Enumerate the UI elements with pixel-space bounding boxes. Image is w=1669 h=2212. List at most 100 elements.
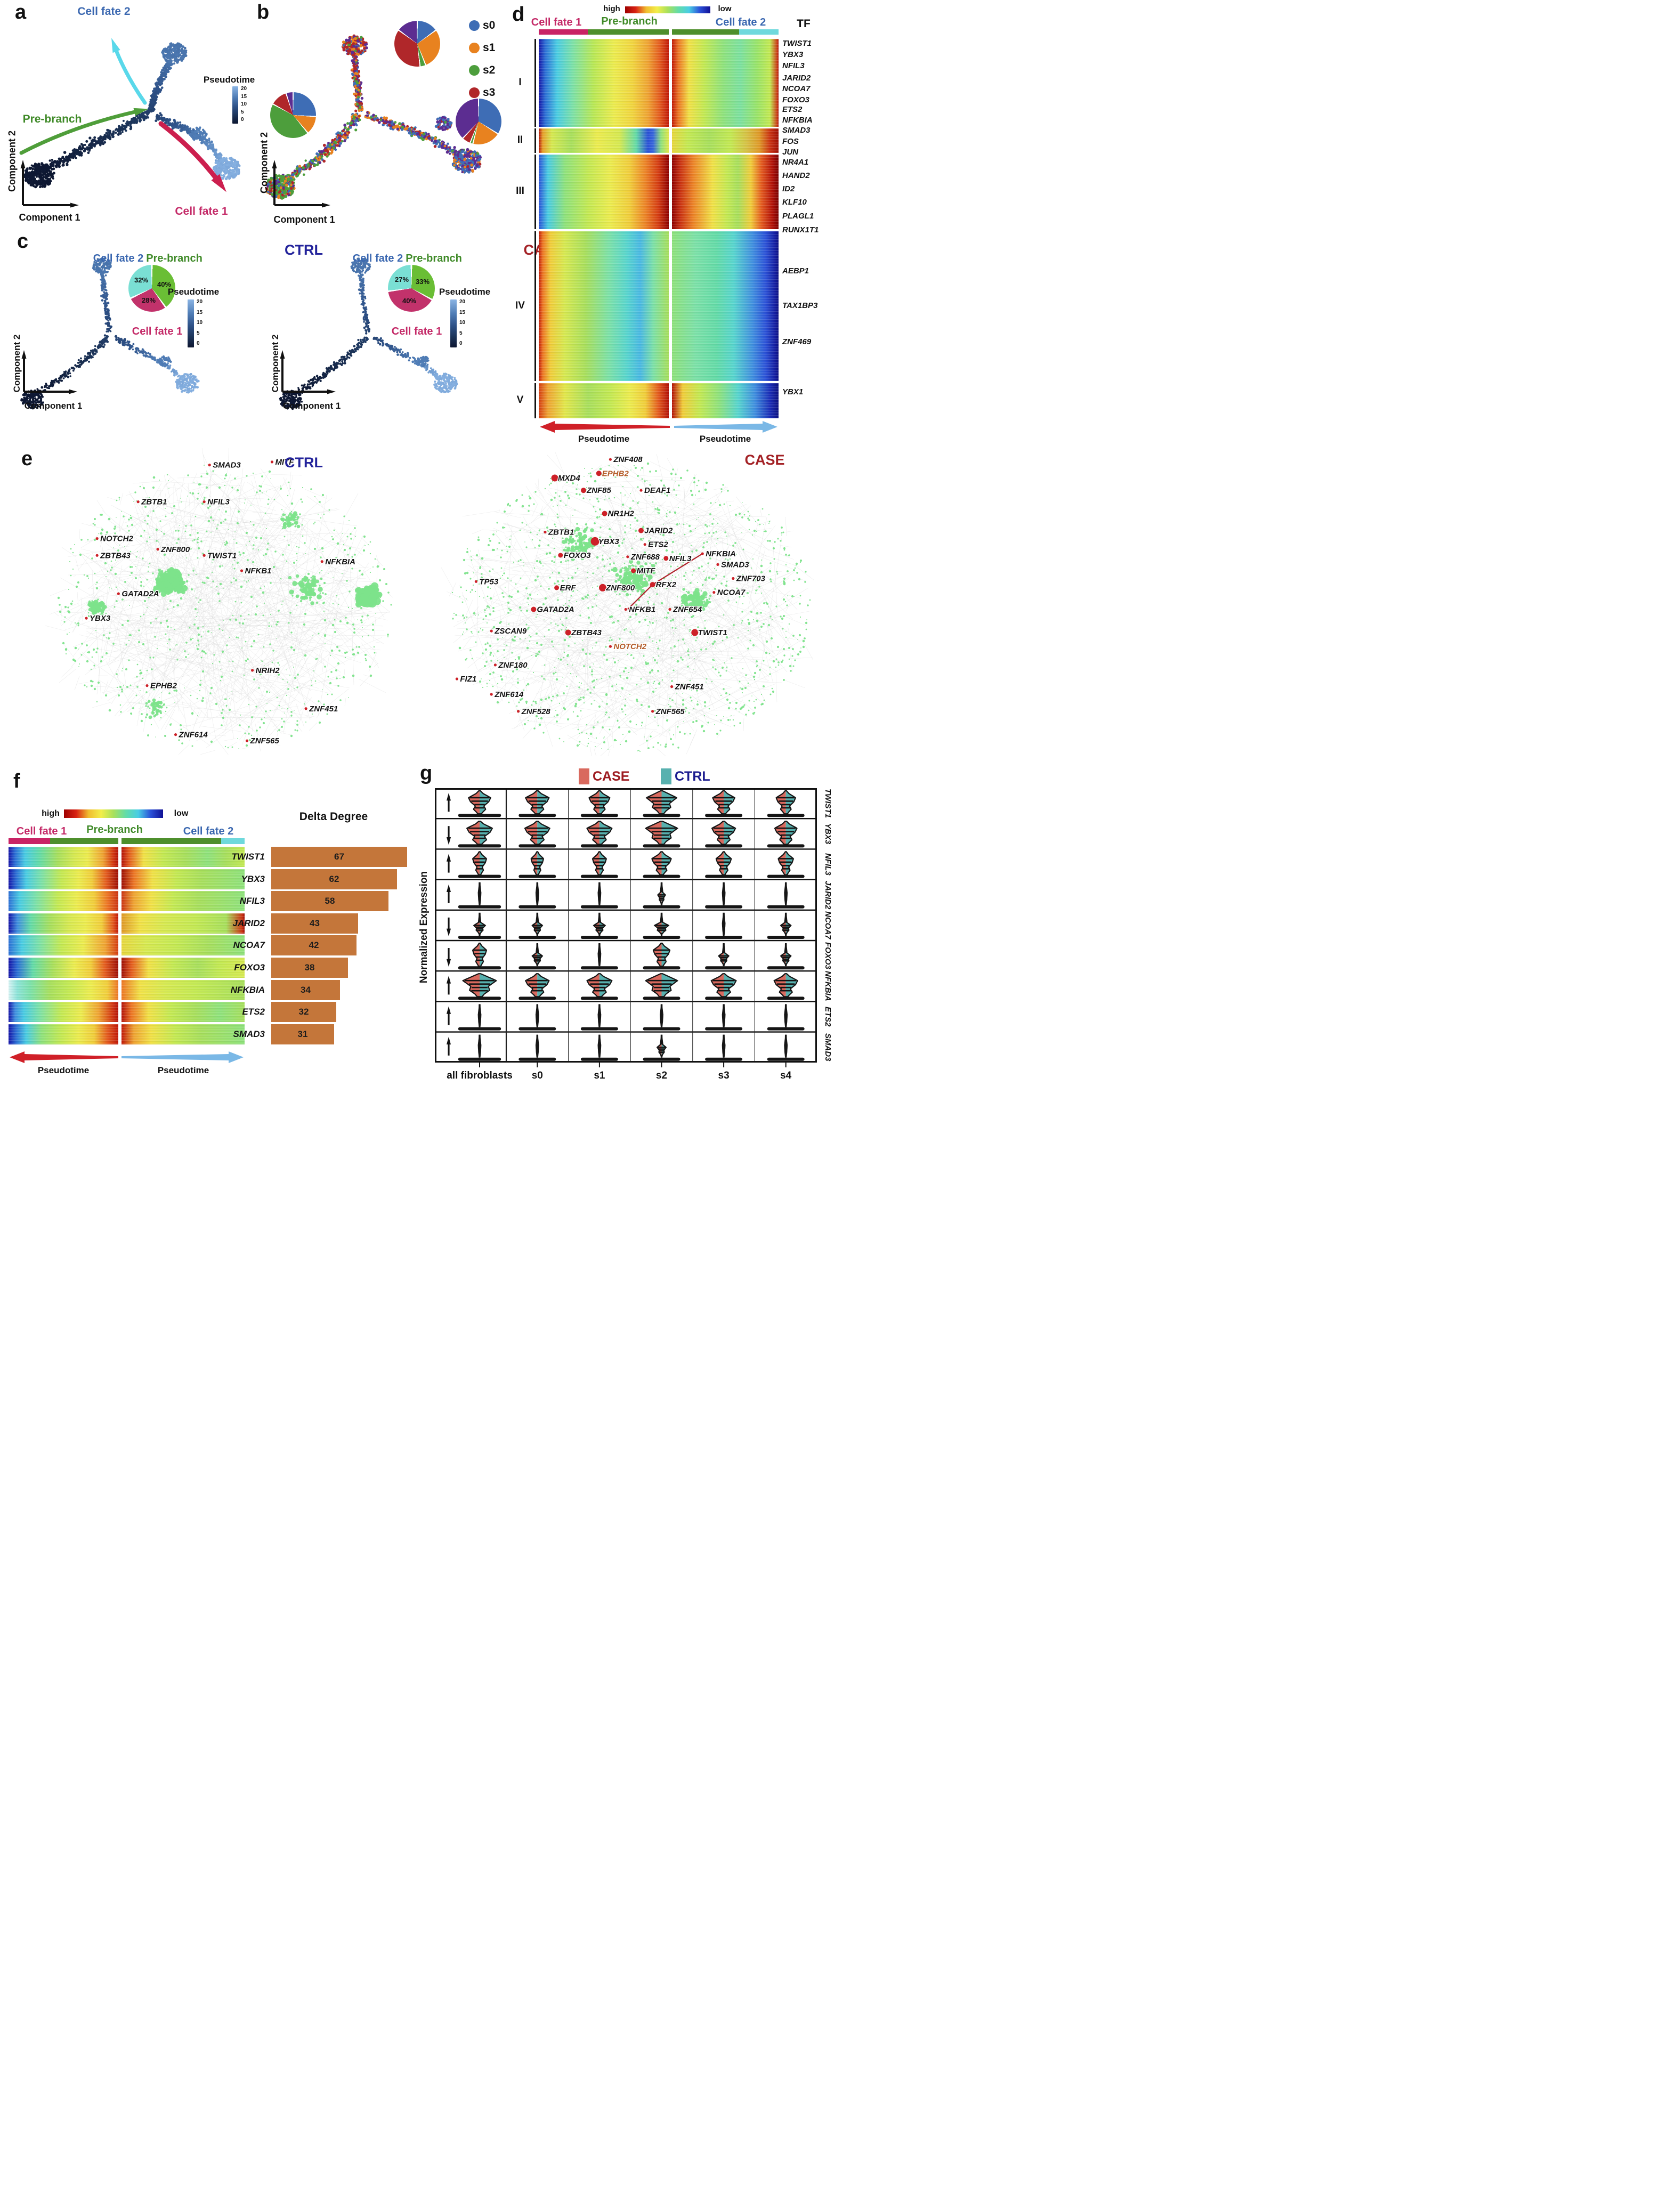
cell-fate-1-strip bbox=[9, 838, 50, 844]
violin-row-NFKBIA bbox=[446, 973, 805, 1000]
delta-degree-bar-NFKBIA: 34 bbox=[271, 979, 340, 1000]
tf-label-HAND2: HAND2 bbox=[782, 171, 810, 180]
gene-node-ERF: ERF bbox=[560, 584, 577, 593]
heatmap-section-3-left bbox=[539, 155, 669, 229]
pre-branch-label: Pre-branch bbox=[146, 253, 202, 264]
gene-node-JARID2: JARID2 bbox=[644, 526, 673, 536]
gene-label-NFKBIA: NFKBIA bbox=[230, 984, 265, 995]
gene-node-FIZ1: FIZ1 bbox=[460, 675, 476, 684]
cell-fate-1-branch-pie bbox=[456, 99, 501, 144]
cell-fate-1-pct: 28% bbox=[141, 296, 156, 304]
gene-node-MITF: MITF bbox=[637, 566, 656, 576]
heatmap-row-NCOA7-right bbox=[121, 935, 245, 956]
gene-node-ETS2: ETS2 bbox=[648, 540, 668, 549]
heatmap-row-SMAD3-right bbox=[121, 1024, 245, 1044]
legend-swatch-s2 bbox=[469, 65, 480, 76]
cell-fate-2-pct: 32% bbox=[134, 276, 149, 284]
heatmap-section-5-right bbox=[672, 383, 779, 418]
tf-label-ETS2: ETS2 bbox=[782, 105, 803, 114]
violin-base bbox=[580, 936, 618, 939]
delta-degree-value: 67 bbox=[334, 852, 344, 862]
delta-degree-bar-NFIL3: 58 bbox=[271, 891, 388, 912]
violin-row-YBX3 bbox=[446, 821, 805, 848]
violin-base bbox=[643, 966, 680, 970]
scale-high-label: high bbox=[603, 4, 620, 13]
violin-base bbox=[518, 905, 556, 909]
panel-c: c CTRL Cell fate 2 Pre-branch Cell fate … bbox=[0, 229, 834, 442]
gene-row-label-ETS2: ETS2 bbox=[823, 1007, 832, 1027]
delta-degree-bar-YBX3: 62 bbox=[271, 869, 397, 889]
violin-base bbox=[705, 814, 743, 817]
colorbar-tick: 5 bbox=[241, 109, 244, 115]
colorbar-tick: 5 bbox=[459, 330, 463, 336]
violin-base bbox=[705, 966, 743, 970]
heatmap-row-YBX3-left bbox=[9, 869, 118, 889]
legend-swatch-s0 bbox=[469, 20, 480, 31]
gene-node-SMAD3: SMAD3 bbox=[721, 560, 749, 569]
tf-label-YBX1: YBX1 bbox=[782, 387, 804, 396]
gene-node-ZNF565: ZNF565 bbox=[250, 736, 280, 746]
legend-label-s2: s2 bbox=[483, 64, 496, 76]
delta-degree-bar-FOXO3: 38 bbox=[271, 958, 348, 978]
colorbar-gradient bbox=[188, 299, 194, 347]
network-labels: SMAD3 MITF ZBTB1 NFIL3 NOTCH2 ZBTB43 ZNF800 TWI… bbox=[85, 457, 356, 747]
colorbar-tick: 15 bbox=[459, 309, 466, 315]
gene-node-EPHB2: EPHB2 bbox=[150, 682, 177, 691]
pseudotime-left-label: Pseudotime bbox=[578, 434, 630, 444]
tf-label-YBX3: YBX3 bbox=[782, 50, 804, 59]
colorbar-tick: 10 bbox=[197, 320, 203, 326]
colorbar-tick: 10 bbox=[241, 101, 247, 107]
gene-node-NCOA7: NCOA7 bbox=[717, 588, 746, 597]
gene-node-NFKB1: NFKB1 bbox=[245, 566, 272, 576]
x-axis-label: Component 1 bbox=[19, 212, 80, 223]
violin-base bbox=[580, 966, 618, 970]
violin-base bbox=[458, 844, 501, 848]
violin-base bbox=[767, 936, 805, 939]
gene-node-YBX3: YBX3 bbox=[598, 537, 620, 546]
gene-node-GATAD2A: GATAD2A bbox=[121, 589, 159, 598]
pre-branch-strip-right bbox=[121, 838, 221, 844]
tf-label-RUNX1T1: RUNX1T1 bbox=[782, 225, 819, 234]
cell-fate-2-branch-pie bbox=[394, 21, 440, 67]
violin-base bbox=[580, 874, 618, 878]
heatmap-row-SMAD3-left bbox=[9, 1024, 118, 1044]
colorbar-tick: 20 bbox=[241, 86, 247, 92]
panel-d-label: d bbox=[512, 3, 525, 26]
delta-degree-bar-ETS2: 32 bbox=[271, 1002, 336, 1023]
gene-node-DEAF1: DEAF1 bbox=[644, 486, 670, 495]
delta-degree-title: Delta Degree bbox=[299, 811, 368, 823]
ctrl-legend-label: CTRL bbox=[675, 769, 710, 784]
expression-colorbar bbox=[625, 6, 710, 13]
violin-base bbox=[705, 905, 743, 909]
gene-node-ZNF614: ZNF614 bbox=[179, 731, 208, 740]
gene-node-GATAD2A: GATAD2A bbox=[537, 605, 574, 614]
gene-label-NFIL3: NFIL3 bbox=[239, 896, 265, 906]
gene-row-label-NFKBIA: NFKBIA bbox=[823, 971, 832, 1002]
pre-branch-pct: 33% bbox=[415, 278, 430, 286]
delta-degree-value: 58 bbox=[325, 896, 335, 906]
gene-node-ZNF614: ZNF614 bbox=[494, 690, 524, 699]
pseudotime-legend-title: Pseudotime bbox=[203, 75, 255, 85]
case-legend-label: CASE bbox=[593, 769, 630, 784]
violin-base bbox=[767, 814, 805, 817]
tf-label-PLAGL1: PLAGL1 bbox=[782, 212, 814, 221]
heatmap-row-ETS2-right bbox=[121, 1002, 245, 1023]
gene-node-SMAD3: SMAD3 bbox=[213, 461, 241, 470]
violin-base bbox=[580, 814, 618, 817]
violin-base bbox=[643, 905, 680, 909]
heatmap-section-2-right bbox=[672, 128, 779, 153]
colorbar-tick: 20 bbox=[197, 299, 203, 305]
colorbar-tick: 5 bbox=[197, 330, 200, 336]
trajectory-dots bbox=[265, 34, 482, 200]
ctrl-legend-swatch bbox=[661, 768, 671, 784]
legend-label-s0: s0 bbox=[483, 19, 496, 31]
violin-base bbox=[458, 814, 501, 817]
colorbar-gradient bbox=[232, 86, 238, 124]
column-label-s4: s4 bbox=[780, 1070, 792, 1081]
tf-label-NR4A1: NR4A1 bbox=[782, 158, 809, 167]
col-header-pre-branch: Pre-branch bbox=[86, 824, 143, 836]
delta-degree-value: 34 bbox=[301, 984, 311, 995]
heatmap-section-1-right bbox=[672, 39, 779, 127]
heatmap-row-NFIL3-left bbox=[9, 891, 118, 912]
gene-node-MITF: MITF bbox=[275, 458, 294, 467]
